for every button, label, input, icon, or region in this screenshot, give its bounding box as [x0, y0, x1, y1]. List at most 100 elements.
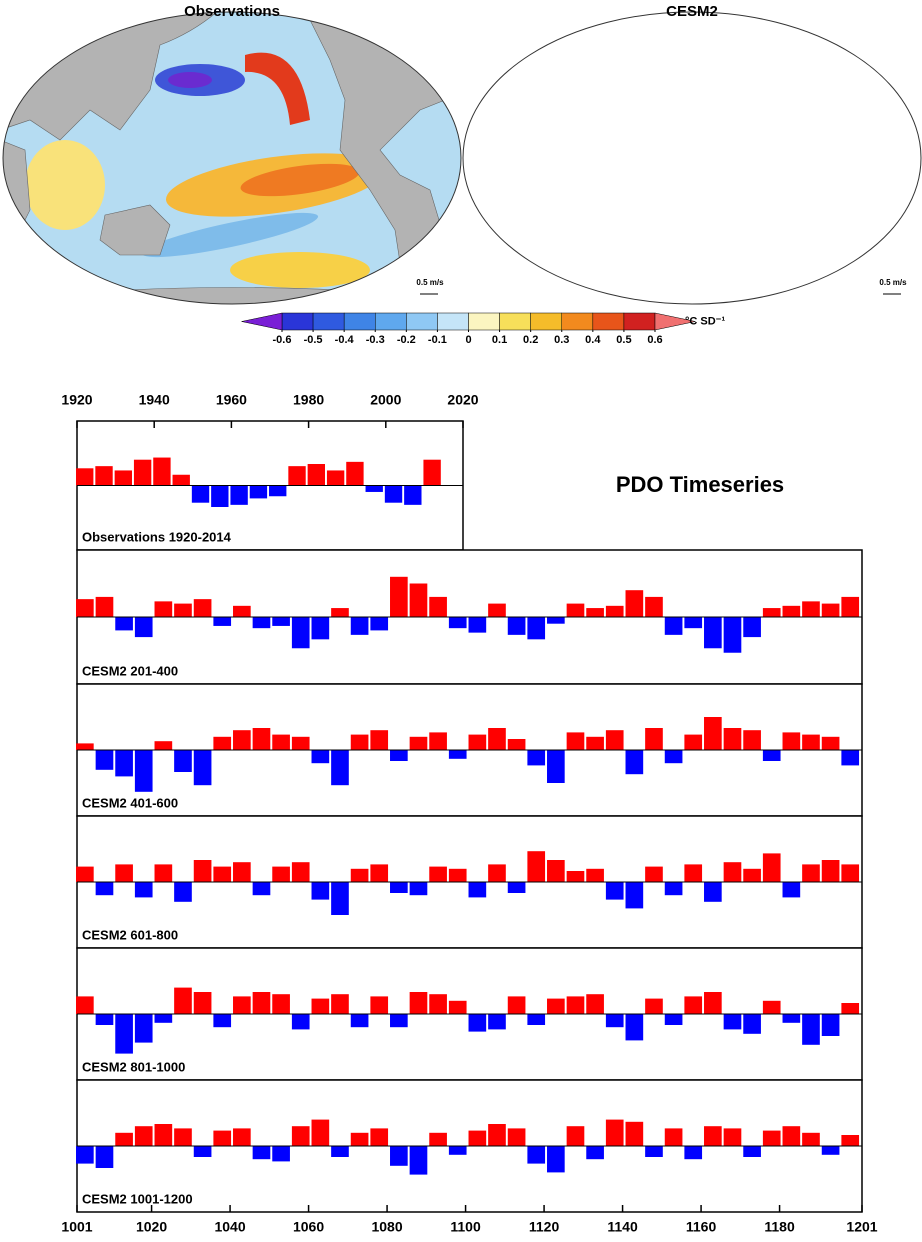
land-africa — [3, 139, 31, 251]
bar — [821, 1014, 840, 1036]
yellow-south — [690, 252, 830, 288]
bar — [841, 750, 860, 766]
bar — [664, 617, 683, 635]
bar — [507, 617, 526, 635]
bar — [115, 617, 133, 631]
bar — [762, 1130, 781, 1146]
colorbar-end-low — [241, 312, 283, 331]
bar — [684, 617, 703, 629]
bar — [782, 732, 801, 750]
bar — [154, 1124, 173, 1146]
panel-title: PDO Timeseries — [616, 472, 784, 497]
bar — [95, 1146, 114, 1168]
colorbar-tick-label: -0.3 — [366, 334, 385, 346]
bar — [704, 992, 722, 1014]
bar — [390, 1014, 408, 1028]
x-tick-label: 1920 — [61, 392, 92, 408]
bar — [488, 603, 506, 617]
land-africa — [460, 140, 490, 250]
bar — [272, 617, 290, 626]
bar — [326, 470, 345, 486]
bar — [154, 601, 173, 617]
bar — [311, 998, 330, 1014]
bar — [272, 734, 290, 750]
bar — [331, 608, 349, 617]
blue-south — [141, 212, 319, 258]
bar — [307, 464, 326, 486]
bar — [723, 862, 742, 882]
bar — [95, 1014, 114, 1025]
colorbar-label: °C SD⁻¹ — [685, 315, 725, 327]
bar — [76, 996, 94, 1014]
bar — [566, 732, 585, 750]
bar — [507, 882, 526, 893]
bar — [174, 750, 192, 772]
bar — [409, 882, 428, 896]
bar — [252, 728, 271, 750]
bar — [762, 853, 781, 882]
bar — [134, 1126, 153, 1146]
bar — [586, 608, 604, 617]
bar — [95, 596, 114, 617]
bar — [193, 992, 212, 1014]
bar — [331, 1146, 349, 1157]
bar — [664, 882, 683, 896]
bar — [233, 1128, 251, 1146]
colorbar-box — [343, 312, 376, 331]
bar — [76, 866, 94, 882]
bar — [153, 457, 171, 486]
bar — [527, 1014, 546, 1025]
bar — [252, 882, 271, 896]
bar — [390, 750, 408, 761]
bar — [154, 741, 173, 750]
bar — [95, 466, 113, 486]
bar — [468, 617, 487, 633]
bar — [625, 1121, 644, 1146]
x-tick-label: 1940 — [139, 392, 170, 408]
bar — [527, 1146, 546, 1164]
bar — [233, 862, 251, 882]
bar — [429, 994, 447, 1014]
bar — [468, 882, 487, 898]
panel-label: CESM2 1001-1200 — [82, 1191, 193, 1206]
bar — [115, 1132, 133, 1146]
bar — [488, 728, 506, 750]
bar — [684, 864, 703, 882]
bar — [547, 860, 565, 882]
bar — [625, 750, 644, 775]
bar — [762, 1000, 781, 1014]
bar — [468, 1130, 487, 1146]
bar — [331, 750, 349, 786]
colorbar-tick-label: 0.1 — [492, 334, 507, 346]
warm-arc — [245, 52, 310, 126]
bar — [782, 1014, 801, 1023]
bar — [782, 605, 801, 617]
panel-label: CESM2 801-1000 — [82, 1059, 185, 1074]
colorbar-tick-label: -0.5 — [304, 334, 323, 346]
blue-south — [599, 205, 780, 266]
colorbar-tick-label: 0.3 — [554, 334, 569, 346]
bar — [76, 468, 94, 486]
bar — [782, 1126, 801, 1146]
land-america — [760, 0, 922, 295]
bar — [291, 617, 310, 649]
bar — [586, 1146, 604, 1160]
panel-label: CESM2 601-800 — [82, 927, 178, 942]
bar — [429, 866, 447, 882]
bar — [252, 992, 271, 1014]
bar — [645, 728, 663, 750]
bar — [291, 862, 310, 882]
bar — [134, 617, 153, 638]
bar — [370, 730, 389, 750]
bar — [743, 868, 761, 882]
bar — [605, 882, 624, 900]
bar — [566, 996, 585, 1014]
yellow-indian — [485, 140, 565, 230]
x-tick-label: 1140 — [607, 1219, 638, 1235]
bar — [350, 734, 369, 750]
bar — [252, 617, 271, 629]
bar — [269, 485, 287, 497]
bar — [547, 750, 565, 783]
bar — [409, 992, 428, 1014]
